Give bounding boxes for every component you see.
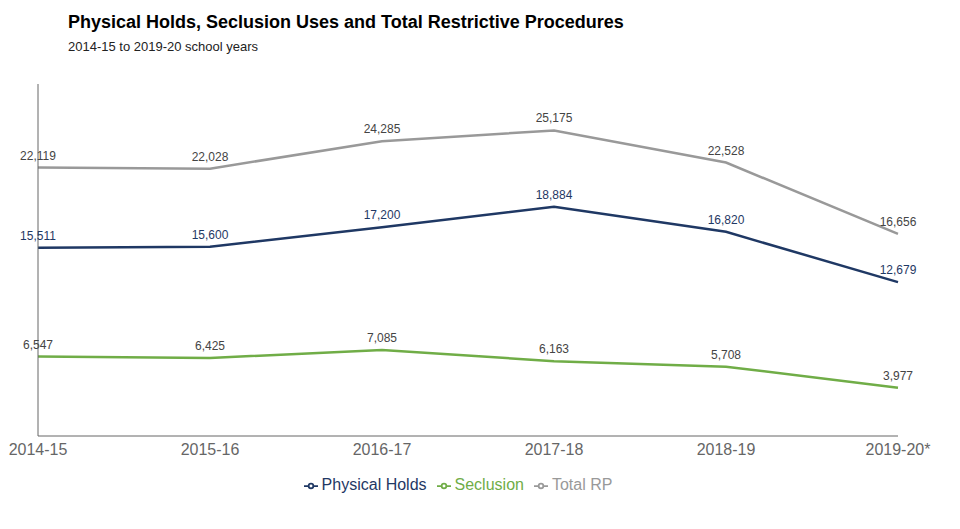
svg-text:12,679: 12,679 [880, 263, 917, 277]
svg-text:22,528: 22,528 [708, 144, 745, 158]
svg-text:2014-15: 2014-15 [9, 441, 68, 458]
svg-text:24,285: 24,285 [364, 122, 401, 136]
svg-text:6,547: 6,547 [23, 338, 53, 352]
svg-text:3,977: 3,977 [883, 369, 913, 383]
html-text:Total RP: Total RP [551, 476, 613, 493]
svg-text:18,884: 18,884 [536, 188, 573, 202]
html-text:Physical Holds: Physical Holds [321, 476, 427, 493]
svg-text:6,163: 6,163 [539, 342, 569, 356]
svg-text:7,085: 7,085 [367, 331, 397, 345]
svg-text:15,511: 15,511 [20, 229, 56, 243]
svg-text:2018-19: 2018-19 [697, 441, 756, 458]
svg-text:16,820: 16,820 [708, 213, 745, 227]
svg-text:2019-20*: 2019-20* [866, 441, 931, 458]
html-text:2014-15 to 2019-20 school year: 2014-15 to 2019-20 school years [68, 39, 259, 54]
svg-text:25,175: 25,175 [536, 111, 573, 125]
svg-text:22,119: 22,119 [20, 149, 56, 163]
svg-text:16,656: 16,656 [880, 215, 917, 229]
svg-text:2015-16: 2015-16 [181, 441, 240, 458]
svg-text:6,425: 6,425 [195, 339, 225, 353]
svg-text:2017-18: 2017-18 [525, 441, 584, 458]
svg-text:5,708: 5,708 [711, 348, 741, 362]
svg-text:17,200: 17,200 [364, 208, 401, 222]
svg-text:22,028: 22,028 [192, 150, 229, 164]
svg-text:15,600: 15,600 [192, 228, 229, 242]
html-text:Seclusion: Seclusion [454, 476, 524, 493]
html-text:Physical Holds, Seclusion Uses: Physical Holds, Seclusion Uses and Total… [68, 12, 624, 32]
svg-text:2016-17: 2016-17 [353, 441, 412, 458]
